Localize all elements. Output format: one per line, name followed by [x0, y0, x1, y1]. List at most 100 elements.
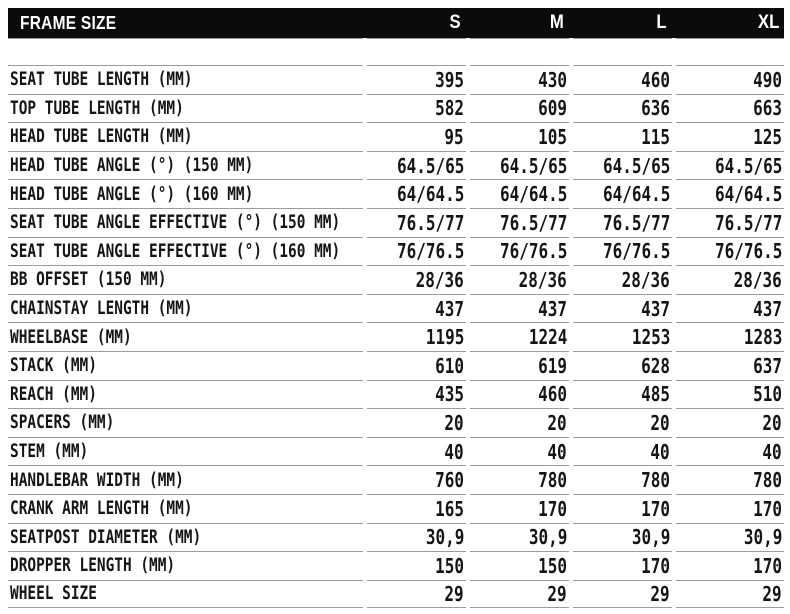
row-value-cell-m: 29 [470, 579, 569, 609]
row-value-cell-xl: 637 [676, 350, 784, 380]
row-value-s: 29 [444, 581, 464, 606]
table-row: SEAT TUBE ANGLE EFFECTIVE (°) (160 MM) 7… [8, 236, 784, 266]
row-value-l: 170 [641, 553, 670, 578]
row-label-cell: TOP TUBE LENGTH (MM) [8, 93, 363, 123]
row-value-cell-xl: 490 [676, 65, 784, 94]
row-value-cell-m: 28/36 [470, 265, 569, 294]
row-value-cell-s: 760 [367, 465, 466, 494]
row-value-cell-l: 29 [573, 579, 672, 609]
row-value-s: 30,9 [425, 525, 464, 550]
row-value-l: 115 [641, 124, 670, 149]
row-value-m: 460 [538, 382, 567, 407]
row-label: WHEELBASE (MM) [10, 326, 132, 348]
row-value-s: 20 [444, 410, 464, 435]
row-value-cell-s: 64/64.5 [367, 179, 466, 208]
row-label-cell: CRANK ARM LENGTH (MM) [8, 493, 363, 523]
row-label-cell: SEATPOST DIAMETER (MM) [8, 522, 363, 552]
row-value-m: 780 [538, 468, 567, 493]
row-value-l: 628 [641, 353, 670, 378]
row-label: CRANK ARM LENGTH (MM) [10, 498, 193, 520]
row-value-xl: 64.5/65 [714, 153, 782, 178]
row-value-cell-xl: 170 [676, 493, 784, 523]
row-value-l: 28/36 [621, 267, 670, 292]
row-value-cell-l: 628 [573, 350, 672, 380]
row-value-cell-m: 460 [470, 379, 569, 409]
row-label: DROPPER LENGTH (MM) [10, 555, 176, 577]
row-value-s: 64/64.5 [396, 182, 464, 207]
row-value-cell-m: 437 [470, 293, 569, 323]
row-value-cell-l: 64.5/65 [573, 150, 672, 180]
row-value-s: 582 [435, 96, 464, 121]
table-row: SEATPOST DIAMETER (MM) 30,9 30,9 30,9 30… [8, 522, 784, 552]
row-value-l: 460 [641, 67, 670, 92]
row-label-cell: WHEELBASE (MM) [8, 322, 363, 351]
table-row: BB OFFSET (150 MM) 28/36 28/36 28/36 28/… [8, 265, 784, 294]
row-label: STACK (MM) [10, 355, 97, 377]
row-value-l: 485 [641, 382, 670, 407]
row-value-cell-xl: 30,9 [676, 522, 784, 552]
row-value-cell-s: 76.5/77 [367, 207, 466, 237]
row-value-cell-l: 40 [573, 436, 672, 466]
table-row: CHAINSTAY LENGTH (MM) 437 437 437 437 [8, 293, 784, 323]
row-value-cell-s: 437 [367, 293, 466, 323]
row-value-cell-m: 170 [470, 493, 569, 523]
column-header-m: M [550, 12, 564, 33]
row-value-s: 64.5/65 [396, 153, 464, 178]
row-value-xl: 170 [753, 553, 782, 578]
row-value-cell-s: 76/76.5 [367, 236, 466, 266]
table-row: HEAD TUBE LENGTH (MM) 95 105 115 125 [8, 122, 784, 151]
row-value-xl: 30,9 [743, 525, 782, 550]
row-value-xl: 40 [762, 439, 782, 464]
table-row: SEAT TUBE LENGTH (MM) 395 430 460 490 [8, 65, 784, 94]
row-value-cell-l: 170 [573, 493, 672, 523]
row-value-xl: 20 [762, 410, 782, 435]
row-value-l: 64.5/65 [602, 153, 670, 178]
row-value-cell-s: 165 [367, 493, 466, 523]
row-value-cell-s: 20 [367, 408, 466, 437]
row-value-cell-s: 582 [367, 93, 466, 123]
row-value-xl: 76.5/77 [714, 210, 782, 235]
row-label-cell: HEAD TUBE ANGLE (°) (160 MM) [8, 179, 363, 208]
row-value-cell-xl: 170 [676, 551, 784, 580]
row-value-l: 1253 [631, 325, 670, 350]
row-value-m: 76.5/77 [499, 210, 567, 235]
table-row: DROPPER LENGTH (MM) 150 150 170 170 [8, 551, 784, 580]
row-label-cell: STACK (MM) [8, 350, 363, 380]
row-label: WHEEL SIZE [10, 583, 97, 605]
row-label-cell: SPACERS (MM) [8, 408, 363, 437]
row-value-m: 76/76.5 [499, 239, 567, 264]
row-value-cell-xl: 510 [676, 379, 784, 409]
row-value-xl: 510 [753, 382, 782, 407]
row-value-cell-s: 29 [367, 579, 466, 609]
row-value-xl: 1283 [743, 325, 782, 350]
row-label-cell: HEAD TUBE LENGTH (MM) [8, 122, 363, 151]
row-value-m: 1224 [528, 325, 567, 350]
row-label: CHAINSTAY LENGTH (MM) [10, 298, 193, 320]
row-value-l: 170 [641, 496, 670, 521]
table-row: WHEELBASE (MM) 1195 1224 1253 1283 [8, 322, 784, 351]
row-label: HEAD TUBE LENGTH (MM) [10, 126, 193, 148]
row-value-cell-m: 150 [470, 551, 569, 580]
table-row: REACH (MM) 435 460 485 510 [8, 379, 784, 409]
row-label-cell: BB OFFSET (150 MM) [8, 265, 363, 294]
row-value-cell-l: 115 [573, 122, 672, 151]
table-header-bar: FRAME SIZE S M L XL [8, 8, 784, 38]
row-value-cell-m: 20 [470, 408, 569, 437]
row-value-cell-xl: 40 [676, 436, 784, 466]
row-value-s: 150 [435, 553, 464, 578]
row-value-cell-l: 1253 [573, 322, 672, 351]
row-value-cell-l: 460 [573, 65, 672, 94]
row-value-cell-m: 30,9 [470, 522, 569, 552]
row-value-l: 76.5/77 [602, 210, 670, 235]
row-value-m: 437 [538, 296, 567, 321]
row-value-cell-s: 610 [367, 350, 466, 380]
row-label: STEM (MM) [10, 441, 89, 463]
row-label: HANDLEBAR WIDTH (MM) [10, 469, 184, 491]
row-value-cell-s: 30,9 [367, 522, 466, 552]
row-value-s: 28/36 [415, 267, 464, 292]
row-value-s: 1195 [425, 325, 464, 350]
row-value-l: 64/64.5 [602, 182, 670, 207]
table-row: SEAT TUBE ANGLE EFFECTIVE (°) (150 MM) 7… [8, 207, 784, 237]
table-row: HEAD TUBE ANGLE (°) (160 MM) 64/64.5 64/… [8, 179, 784, 208]
row-value-cell-m: 105 [470, 122, 569, 151]
